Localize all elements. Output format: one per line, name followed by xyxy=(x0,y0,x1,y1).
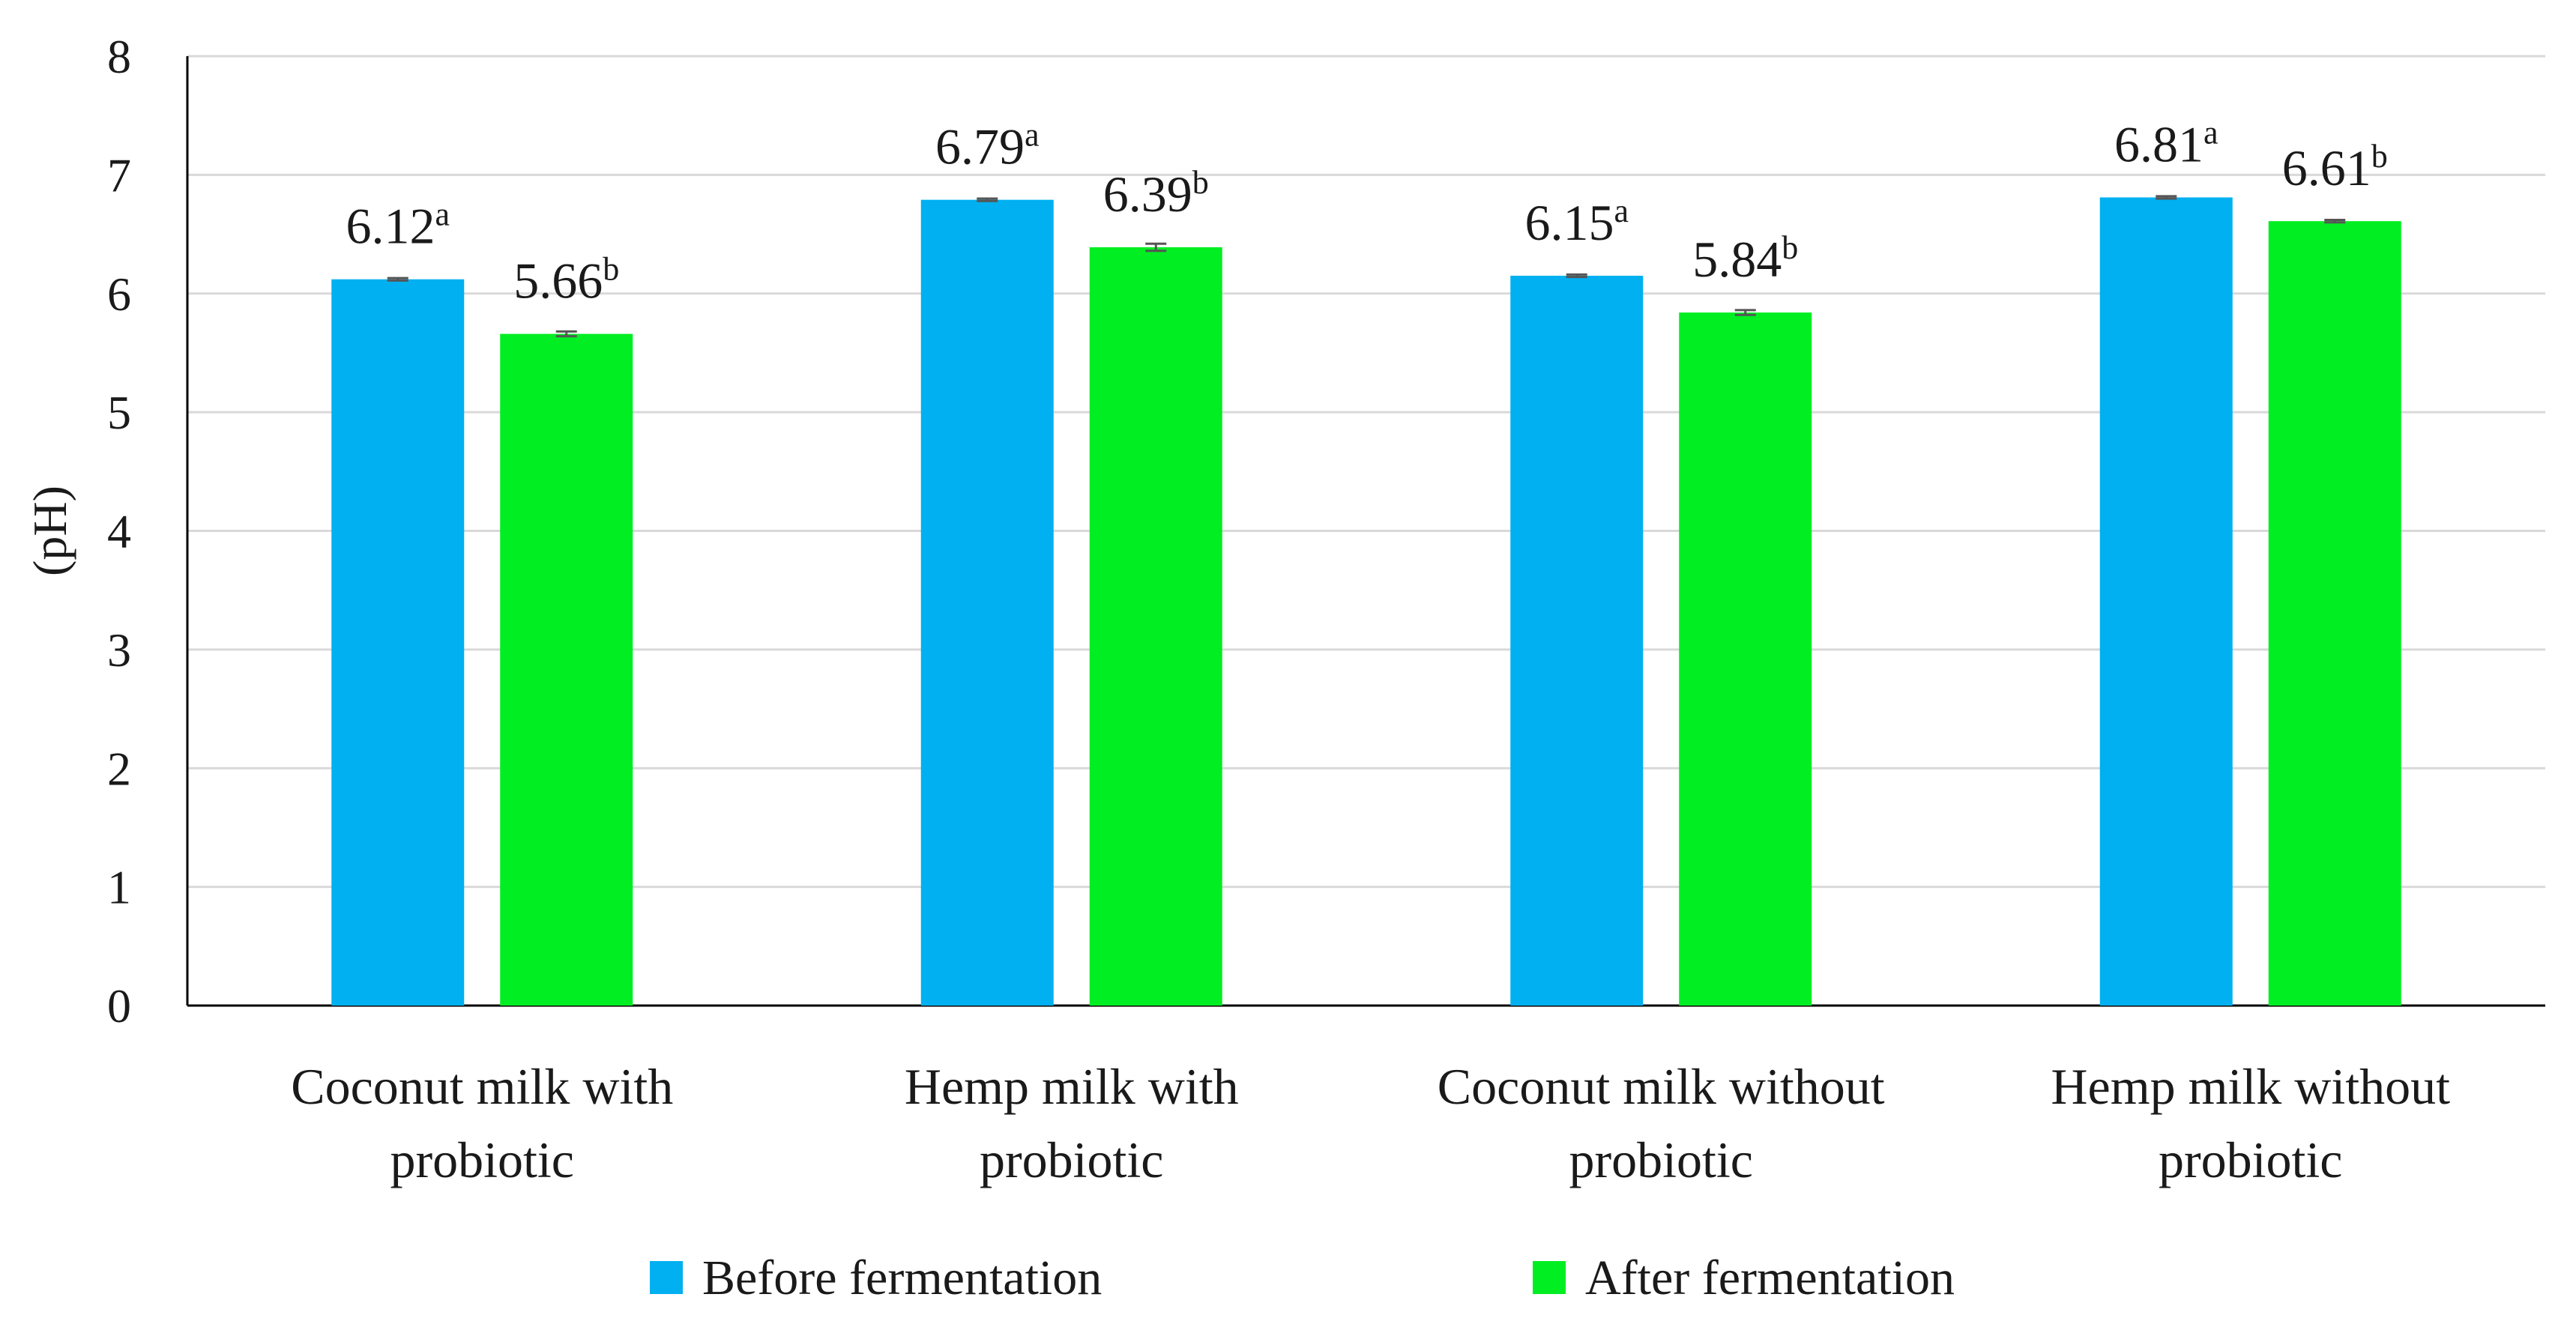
bar xyxy=(2099,197,2233,1006)
y-tick-label: 2 xyxy=(107,742,131,795)
legend-label: After fermentation xyxy=(1585,1251,1955,1305)
category-label: probiotic xyxy=(980,1131,1164,1188)
data-label: 5.66b xyxy=(513,251,619,309)
category-label: probiotic xyxy=(2159,1131,2343,1188)
data-label: 5.84b xyxy=(1692,229,1798,288)
legend-swatch xyxy=(650,1261,683,1294)
category-label: Coconut milk without xyxy=(1438,1058,1885,1115)
y-tick-label: 6 xyxy=(107,267,131,321)
category-label: Hemp milk without xyxy=(2051,1058,2450,1115)
bar xyxy=(1510,275,1644,1006)
data-label: 6.15a xyxy=(1524,193,1629,251)
y-tick-label: 7 xyxy=(107,148,131,202)
legend-swatch xyxy=(1533,1261,1566,1294)
bar xyxy=(1679,312,1812,1006)
bar xyxy=(2268,221,2401,1006)
y-tick-label: 1 xyxy=(107,861,131,914)
data-label: 6.61b xyxy=(2282,138,2388,196)
category-label: Hemp milk with xyxy=(905,1058,1239,1115)
data-label: 6.39b xyxy=(1103,164,1209,223)
category-label: probiotic xyxy=(390,1131,574,1188)
legend: Before fermentation After fermentation xyxy=(650,1251,1955,1305)
category-labels: Coconut milk with probiotic Hemp milk with… xyxy=(291,1058,2450,1188)
y-tick-label: 5 xyxy=(107,386,131,439)
y-axis-title: (pH) xyxy=(23,486,76,576)
data-labels: 6.12a 5.66b 6.79a 6.39b 6.15a 5.84b 6.81a 6.61b xyxy=(346,114,2387,309)
bar xyxy=(331,279,465,1006)
y-tick-label: 8 xyxy=(107,30,131,83)
bar xyxy=(1089,247,1222,1006)
bar xyxy=(920,199,1054,1006)
y-tick-label: 0 xyxy=(107,979,131,1033)
legend-label: Before fermentation xyxy=(702,1251,1102,1305)
data-label: 6.12a xyxy=(346,196,450,255)
y-tick-labels: 0 1 2 3 4 5 6 7 8 xyxy=(107,30,131,1033)
data-label: 6.79a xyxy=(935,117,1040,175)
category-label: probiotic xyxy=(1569,1131,1753,1188)
category-label: Coconut milk with xyxy=(291,1058,673,1115)
bars xyxy=(331,195,2401,1006)
data-label: 6.81a xyxy=(2114,114,2218,172)
y-tick-label: 4 xyxy=(107,505,131,558)
bar xyxy=(500,333,633,1006)
y-tick-label: 3 xyxy=(107,623,131,677)
